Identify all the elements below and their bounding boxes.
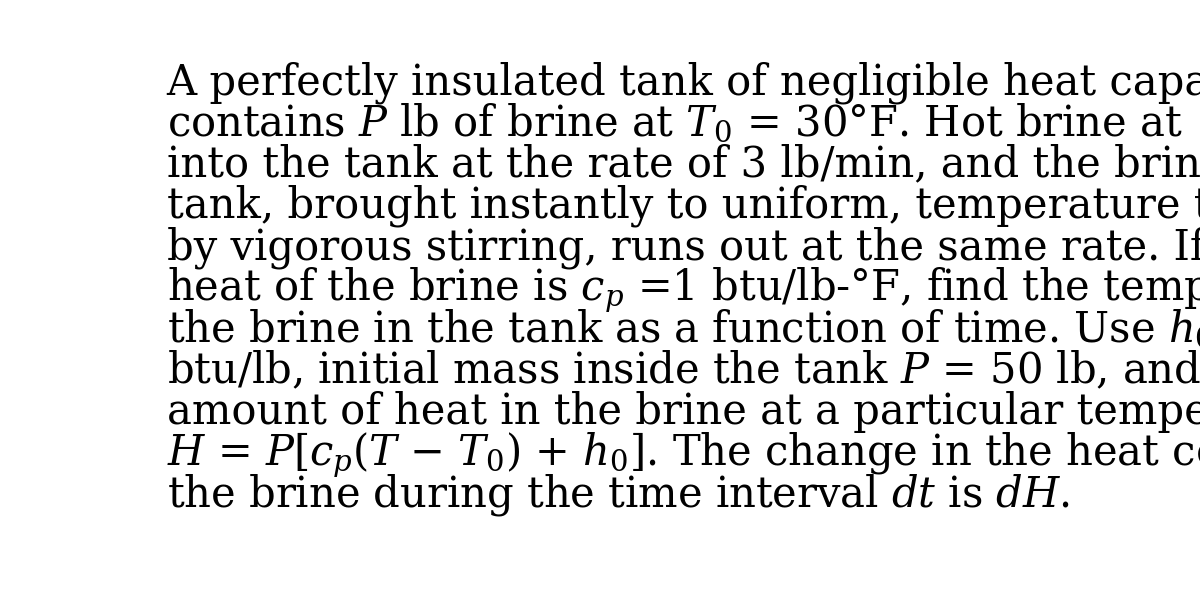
Text: into the tank at the rate of 3 lb/min, and the brine in the: into the tank at the rate of 3 lb/min, a… bbox=[167, 144, 1200, 186]
Text: by vigorous stirring, runs out at the same rate. If the specific: by vigorous stirring, runs out at the sa… bbox=[167, 227, 1200, 269]
Text: heat of the brine is $c_p$ =1 btu/lb-°F, find the temperature of: heat of the brine is $c_p$ =1 btu/lb-°F,… bbox=[167, 266, 1200, 315]
Text: contains $P$ lb of brine at $T_0$ = 30°F. Hot brine at 100°F runs: contains $P$ lb of brine at $T_0$ = 30°F… bbox=[167, 102, 1200, 144]
Text: A perfectly insulated tank of negligible heat capacity: A perfectly insulated tank of negligible… bbox=[167, 61, 1200, 104]
Text: the brine during the time interval $dt$ is $dH$.: the brine during the time interval $dt$ … bbox=[167, 473, 1069, 518]
Text: $H$ = $P$[$c_p$($T$ − $T_0$) + $h_0$]. The change in the heat content in: $H$ = $P$[$c_p$($T$ − $T_0$) + $h_0$]. T… bbox=[167, 431, 1200, 480]
Text: btu/lb, initial mass inside the tank $P$ = 50 lb, and the: btu/lb, initial mass inside the tank $P$… bbox=[167, 350, 1200, 392]
Text: tank, brought instantly to uniform, temperature throughout: tank, brought instantly to uniform, temp… bbox=[167, 185, 1200, 228]
Text: amount of heat in the brine at a particular temperature is: amount of heat in the brine at a particu… bbox=[167, 392, 1200, 434]
Text: the brine in the tank as a function of time. Use $h_0$=1200: the brine in the tank as a function of t… bbox=[167, 308, 1200, 351]
